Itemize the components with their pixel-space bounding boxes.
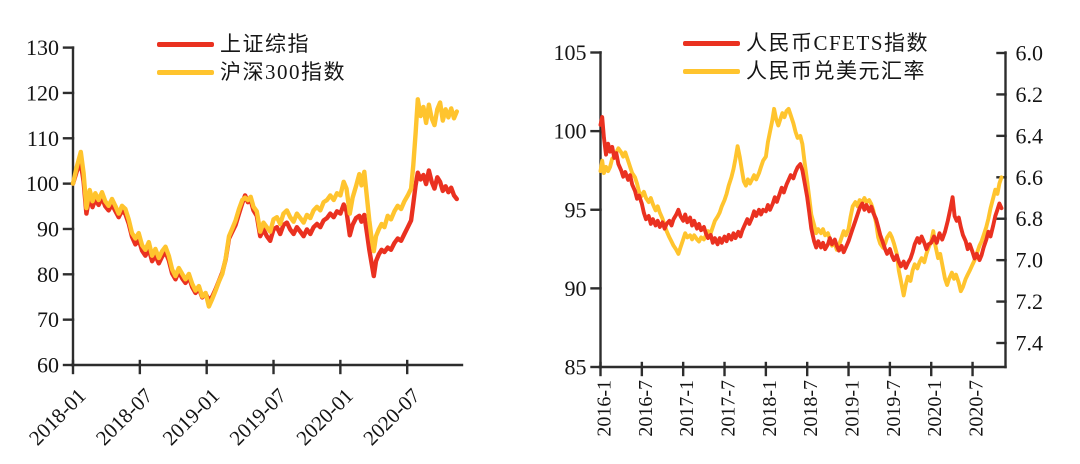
svg-text:2017-7: 2017-7 — [718, 380, 740, 437]
svg-text:100: 100 — [554, 119, 587, 144]
legend-label-usdcny: 人民币兑美元汇率 — [746, 58, 926, 83]
svg-text:105: 105 — [554, 40, 587, 65]
svg-text:2017-1: 2017-1 — [676, 380, 698, 437]
cny-chart-legend: 人民币CFETS指数 人民币兑美元汇率 — [683, 30, 929, 84]
svg-text:7.4: 7.4 — [1016, 331, 1044, 356]
svg-text:2018-01: 2018-01 — [24, 384, 90, 450]
svg-text:100: 100 — [26, 171, 59, 196]
svg-text:80: 80 — [37, 262, 59, 287]
svg-text:60: 60 — [37, 353, 59, 378]
svg-text:110: 110 — [27, 126, 59, 151]
svg-text:120: 120 — [26, 80, 59, 105]
svg-text:7.0: 7.0 — [1016, 248, 1044, 273]
legend-item-usdcny: 人民币兑美元汇率 — [683, 58, 929, 84]
svg-text:85: 85 — [565, 355, 587, 380]
svg-text:2018-1: 2018-1 — [759, 380, 781, 437]
legend-label-sse: 上证综指 — [220, 31, 310, 56]
svg-text:6.8: 6.8 — [1016, 206, 1044, 231]
svg-text:2020-01: 2020-01 — [291, 384, 357, 450]
csi300-line-swatch — [157, 69, 214, 75]
svg-text:7.2: 7.2 — [1016, 289, 1044, 314]
svg-text:2020-7: 2020-7 — [966, 380, 988, 437]
svg-text:2019-7: 2019-7 — [883, 380, 905, 437]
legend-item-cfets: 人民币CFETS指数 — [683, 30, 929, 56]
svg-text:2019-01: 2019-01 — [158, 384, 224, 450]
legend-label-cfets: 人民币CFETS指数 — [746, 30, 930, 55]
svg-text:2016-7: 2016-7 — [635, 380, 657, 437]
svg-text:90: 90 — [565, 276, 587, 301]
legend-label-csi300: 沪深300指数 — [220, 59, 346, 84]
svg-text:2020-07: 2020-07 — [358, 384, 424, 450]
svg-text:6.4: 6.4 — [1016, 123, 1044, 148]
svg-text:2016-1: 2016-1 — [594, 380, 616, 437]
index-chart-legend: 上证综指 沪深300指数 — [157, 31, 346, 85]
svg-text:90: 90 — [37, 216, 59, 241]
svg-text:6.6: 6.6 — [1016, 165, 1044, 190]
svg-text:130: 130 — [26, 35, 59, 60]
svg-text:2020-1: 2020-1 — [924, 380, 946, 437]
usdcny-line-swatch — [683, 68, 740, 74]
svg-text:70: 70 — [37, 307, 59, 332]
svg-text:95: 95 — [565, 197, 587, 222]
svg-text:2019-1: 2019-1 — [842, 380, 864, 437]
sse-line-swatch — [157, 41, 214, 47]
legend-item-csi300: 沪深300指数 — [157, 59, 346, 85]
svg-text:6.2: 6.2 — [1016, 82, 1044, 107]
cfets-line-swatch — [683, 40, 740, 46]
svg-text:2018-7: 2018-7 — [800, 380, 822, 437]
svg-text:2018-07: 2018-07 — [91, 384, 157, 450]
legend-item-sse: 上证综指 — [157, 31, 346, 57]
svg-text:6.0: 6.0 — [1016, 41, 1044, 66]
svg-text:2019-07: 2019-07 — [225, 384, 291, 450]
